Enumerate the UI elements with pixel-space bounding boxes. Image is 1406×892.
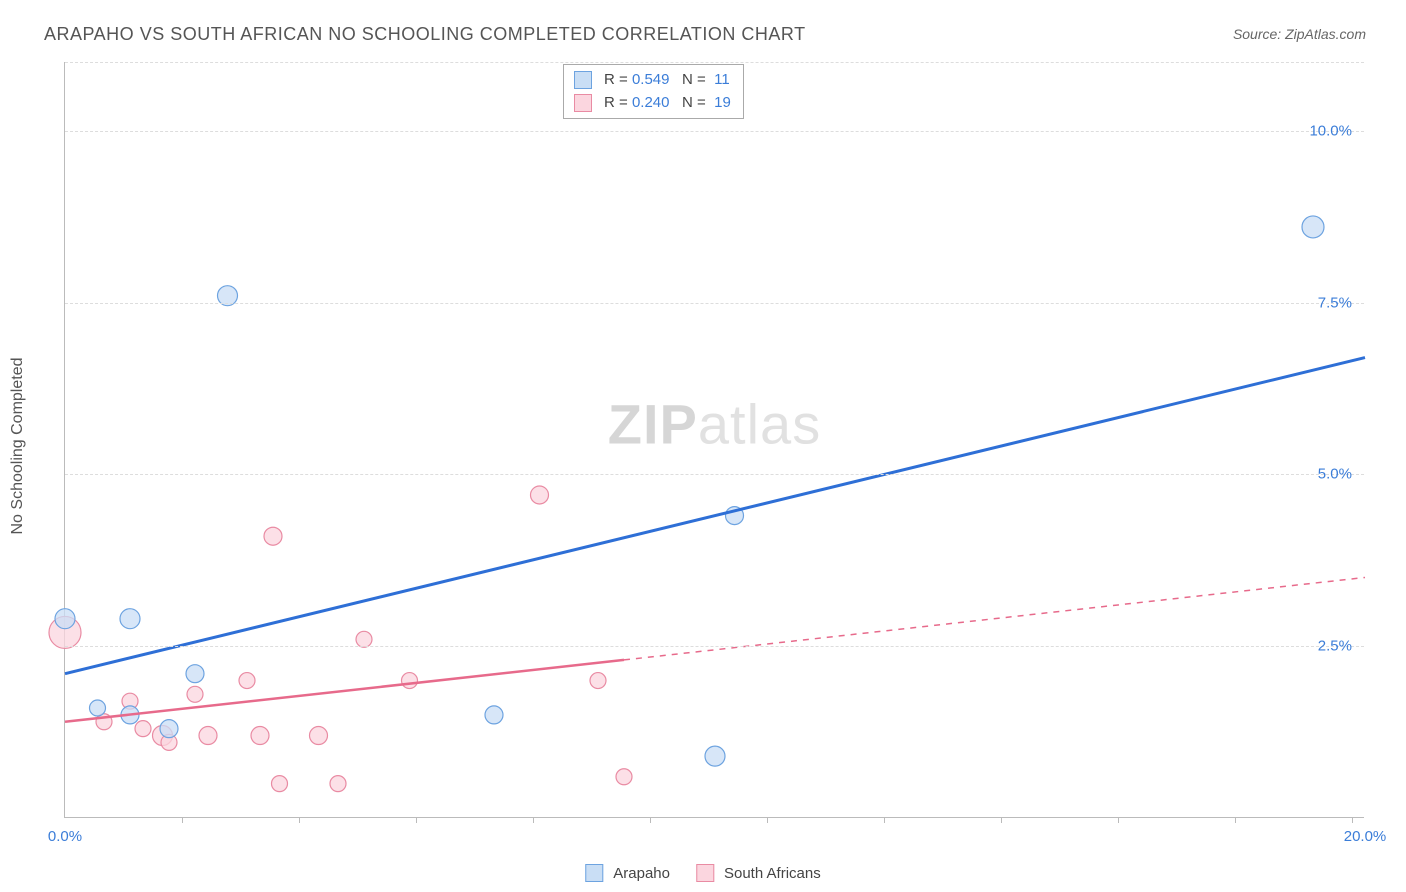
- scatter-plot: ZIPatlas R = 0.549 N = 11R = 0.240 N = 1…: [64, 62, 1364, 818]
- point-arapaho: [186, 665, 204, 683]
- y-axis-title: No Schooling Completed: [9, 358, 27, 535]
- stat-legend-row: R = 0.240 N = 19: [574, 92, 731, 115]
- x-tick: [182, 817, 183, 823]
- gridline: [65, 646, 1364, 647]
- point-arapaho: [160, 720, 178, 738]
- chart-title: ARAPAHO VS SOUTH AFRICAN NO SCHOOLING CO…: [44, 24, 806, 45]
- source-label: Source: ZipAtlas.com: [1233, 26, 1366, 42]
- point-south-africans: [251, 727, 269, 745]
- legend-label: Arapaho: [613, 865, 670, 882]
- point-arapaho: [705, 746, 725, 766]
- legend-label: South Africans: [724, 865, 821, 882]
- gridline: [65, 303, 1364, 304]
- legend-swatch: [574, 71, 592, 89]
- plot-svg: [65, 62, 1364, 817]
- trendline-south-africans-dashed: [624, 577, 1365, 659]
- x-tick: [1235, 817, 1236, 823]
- point-south-africans: [239, 673, 255, 689]
- x-tick: [1001, 817, 1002, 823]
- x-tick: [884, 817, 885, 823]
- point-south-africans: [590, 673, 606, 689]
- legend-swatch: [574, 94, 592, 112]
- point-arapaho: [120, 609, 140, 629]
- point-south-africans: [402, 673, 418, 689]
- point-arapaho: [1302, 216, 1324, 238]
- x-tick: [1118, 817, 1119, 823]
- x-tick: [533, 817, 534, 823]
- stat-legend-text: R = 0.240 N = 19: [604, 92, 731, 115]
- point-arapaho: [55, 609, 75, 629]
- point-south-africans: [199, 727, 217, 745]
- series-legend: Arapaho South Africans: [585, 864, 820, 882]
- gridline: [65, 474, 1364, 475]
- y-tick-label: 2.5%: [1318, 638, 1352, 655]
- point-south-africans: [356, 631, 372, 647]
- y-tick-label: 7.5%: [1318, 294, 1352, 311]
- point-south-africans: [187, 686, 203, 702]
- point-south-africans: [264, 527, 282, 545]
- stat-legend: R = 0.549 N = 11R = 0.240 N = 19: [563, 64, 744, 119]
- x-tick: [416, 817, 417, 823]
- legend-swatch: [585, 864, 603, 882]
- legend-swatch: [696, 864, 714, 882]
- point-arapaho: [485, 706, 503, 724]
- x-tick-label: 20.0%: [1344, 828, 1387, 845]
- point-south-africans: [272, 776, 288, 792]
- point-south-africans: [310, 727, 328, 745]
- x-tick: [1352, 817, 1353, 823]
- trendline-arapaho: [65, 358, 1365, 674]
- x-tick: [767, 817, 768, 823]
- point-arapaho: [90, 700, 106, 716]
- x-tick-label: 0.0%: [48, 828, 82, 845]
- gridline: [65, 131, 1364, 132]
- point-south-africans: [135, 721, 151, 737]
- y-tick-label: 10.0%: [1309, 122, 1352, 139]
- legend-item: South Africans: [696, 864, 821, 882]
- stat-legend-text: R = 0.549 N = 11: [604, 69, 730, 92]
- x-tick: [650, 817, 651, 823]
- trendline-south-africans: [65, 660, 624, 722]
- point-south-africans: [531, 486, 549, 504]
- y-tick-label: 5.0%: [1318, 466, 1352, 483]
- point-south-africans: [616, 769, 632, 785]
- gridline: [65, 62, 1364, 63]
- point-south-africans: [330, 776, 346, 792]
- stat-legend-row: R = 0.549 N = 11: [574, 69, 731, 92]
- x-tick: [299, 817, 300, 823]
- legend-item: Arapaho: [585, 864, 670, 882]
